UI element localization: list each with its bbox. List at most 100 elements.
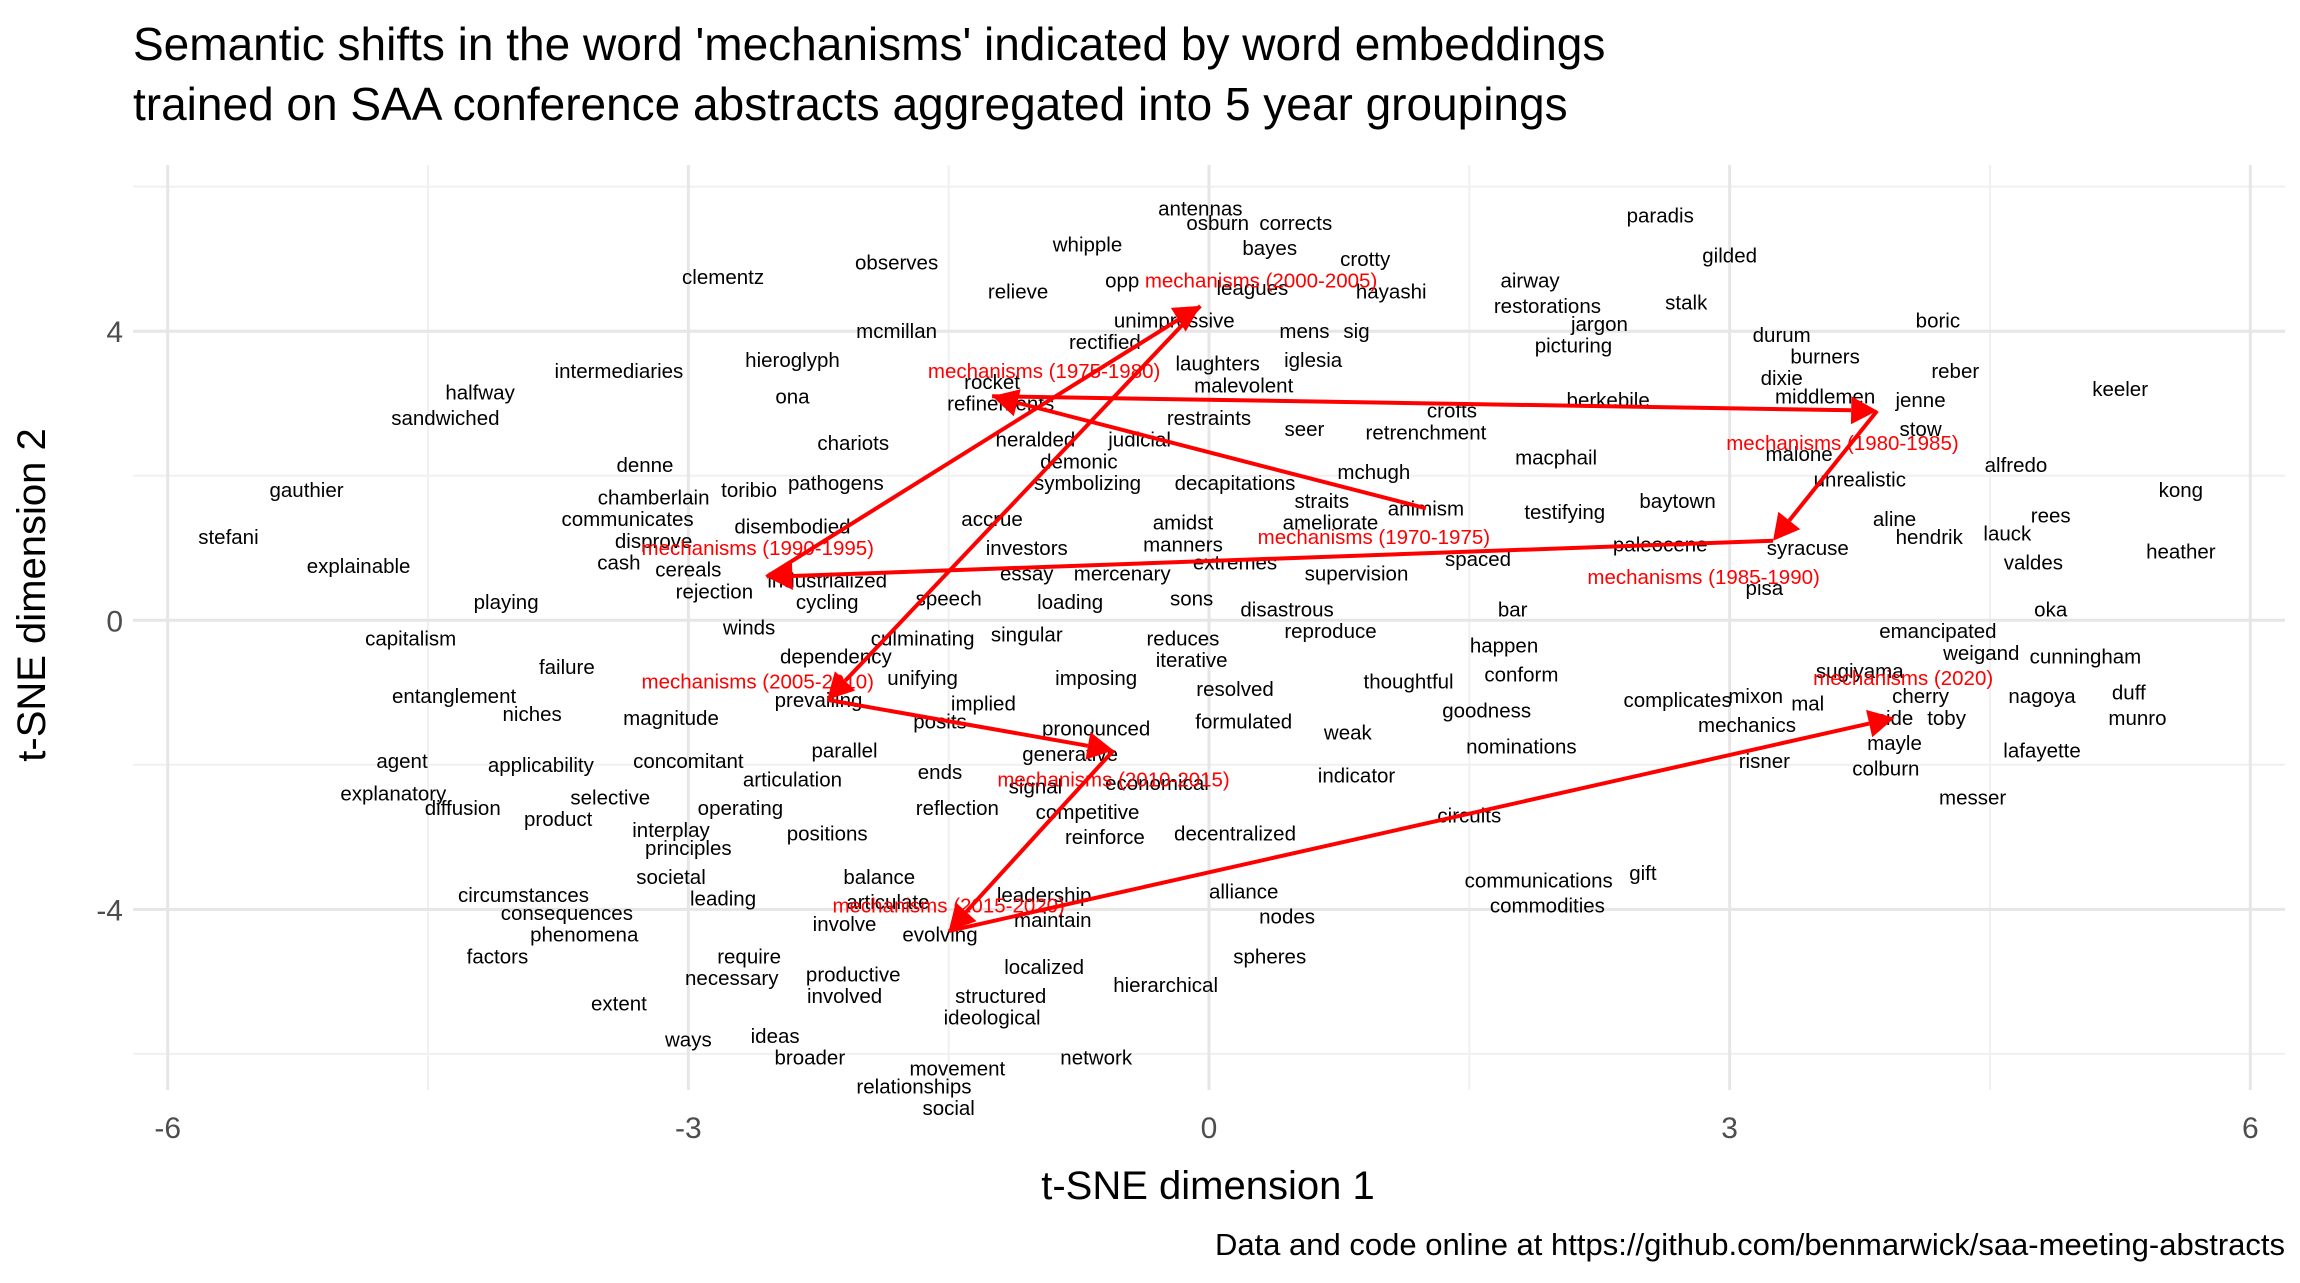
- mechanisms-label: mechanisms (1970-1975): [1258, 526, 1490, 549]
- word-label: selective: [570, 786, 650, 809]
- x-axis-title: t-SNE dimension 1: [1041, 1164, 1374, 1208]
- y-tick-label: -4: [96, 894, 123, 927]
- word-label: disembodied: [734, 515, 850, 538]
- word-label: necessary: [685, 967, 779, 990]
- y-axis-title: t-SNE dimension 2: [10, 428, 54, 761]
- word-label: dixie: [1761, 367, 1803, 390]
- word-label: broader: [775, 1046, 846, 1069]
- word-label: ends: [918, 761, 962, 784]
- word-label: weigand: [1942, 642, 2019, 665]
- word-label: implied: [951, 692, 1016, 715]
- mechanisms-label: mechanisms (1975-1980): [928, 360, 1160, 383]
- word-label: disastrous: [1240, 598, 1333, 621]
- word-label: reflection: [916, 797, 999, 820]
- shift-arrow-line: [792, 538, 1774, 578]
- shift-arrows: [765, 304, 1895, 933]
- word-label: malevolent: [1194, 374, 1293, 397]
- word-label: antennas: [1158, 197, 1242, 220]
- word-label: reproduce: [1284, 620, 1376, 643]
- shift-arrow-head: [1085, 732, 1114, 760]
- word-label: malone: [1765, 443, 1832, 466]
- word-label: symbolizing: [1034, 472, 1141, 495]
- word-label: baytown: [1639, 490, 1715, 513]
- chart-title-line-1: Semantic shifts in the word 'mechanisms'…: [133, 18, 1605, 70]
- word-label: mixon: [1728, 685, 1783, 708]
- word-label: risner: [1739, 750, 1790, 773]
- word-label: heather: [2146, 541, 2216, 564]
- word-label: leagues: [1216, 277, 1288, 300]
- word-label: paradis: [1627, 205, 1694, 228]
- word-label: structured: [955, 985, 1046, 1008]
- plot-grid: [133, 165, 2285, 1090]
- word-label: productive: [806, 963, 901, 986]
- word-label: involved: [807, 985, 882, 1008]
- word-label: bayes: [1242, 237, 1297, 260]
- word-label: chamberlain: [598, 486, 710, 509]
- word-label: rectified: [1069, 331, 1141, 354]
- word-label: jenne: [1894, 389, 1945, 412]
- word-label: phenomena: [530, 924, 639, 947]
- word-label: diffusion: [425, 797, 501, 820]
- word-label: burners: [1790, 346, 1860, 369]
- word-label: amidst: [1153, 512, 1214, 535]
- word-label: toby: [1927, 707, 1966, 730]
- word-label: hierarchical: [1113, 974, 1218, 997]
- word-label: valdes: [2004, 551, 2063, 574]
- word-label: crotty: [1340, 248, 1391, 271]
- shift-arrow-line: [1787, 409, 1879, 522]
- word-label: restraints: [1167, 407, 1251, 430]
- word-label: straits: [1294, 490, 1349, 513]
- word-label: mens: [1279, 320, 1329, 343]
- word-label: explainable: [307, 555, 411, 578]
- mechanisms-label: mechanisms (1980-1985): [1726, 432, 1958, 455]
- word-label: picturing: [1535, 335, 1613, 358]
- word-label: stow: [1899, 418, 1941, 441]
- shift-arrow-head: [1866, 709, 1895, 738]
- word-label: bar: [1498, 598, 1528, 621]
- word-label: accrue: [961, 508, 1023, 531]
- word-label: toribio: [721, 479, 777, 502]
- word-label: macphail: [1515, 447, 1597, 470]
- mechanisms-labels: mechanisms (1970-1975) mechanisms (1975-1…: [642, 270, 1994, 918]
- word-label: alfredo: [1985, 454, 2048, 477]
- word-label: factors: [467, 945, 529, 968]
- word-label: sugiyama: [1816, 660, 1904, 683]
- word-label: maintain: [1014, 909, 1092, 932]
- word-label: communicates: [562, 508, 694, 531]
- word-label: entanglement: [392, 685, 517, 708]
- word-label: positions: [787, 822, 868, 845]
- word-label: signal: [1009, 775, 1063, 798]
- word-label: relieve: [988, 280, 1048, 303]
- mechanisms-label: mechanisms (2005-2010): [642, 671, 874, 694]
- y-tick-label: 4: [106, 316, 123, 349]
- word-label: mechanics: [1698, 714, 1796, 737]
- word-label: formulated: [1195, 710, 1292, 733]
- word-label: retrenchment: [1366, 421, 1487, 444]
- x-tick-label: 6: [2242, 1112, 2259, 1145]
- word-label: judicial: [1107, 429, 1171, 452]
- word-label: boric: [1916, 309, 1960, 332]
- word-label: mchugh: [1337, 461, 1410, 484]
- word-label: reduces: [1146, 627, 1219, 650]
- word-label: capitalism: [365, 627, 456, 650]
- shift-arrow-head: [1850, 396, 1878, 425]
- word-label: cunningham: [2030, 645, 2142, 668]
- word-label: product: [524, 808, 593, 831]
- word-label: commodities: [1490, 895, 1605, 918]
- word-label: jargon: [1570, 313, 1628, 336]
- y-axis-tick-labels: -4 0 4: [96, 316, 123, 927]
- word-label: explanatory: [340, 783, 447, 806]
- shift-arrow-head: [766, 561, 793, 590]
- word-label: lafayette: [2003, 739, 2081, 762]
- word-label: middlemen: [1775, 385, 1875, 408]
- word-label: concomitant: [633, 750, 744, 773]
- word-label: durum: [1753, 324, 1811, 347]
- word-label: opp: [1105, 270, 1139, 293]
- word-label: require: [717, 945, 781, 968]
- word-label: goodness: [1442, 700, 1531, 723]
- word-label: pisa: [1746, 577, 1784, 600]
- word-label: ona: [775, 385, 810, 408]
- word-label: imposing: [1055, 667, 1137, 690]
- word-label: kong: [2159, 479, 2203, 502]
